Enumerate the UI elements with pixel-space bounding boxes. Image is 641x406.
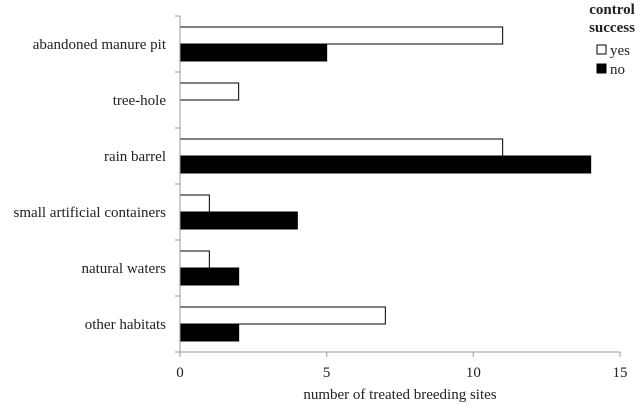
- x-tick-label: 5: [323, 365, 331, 381]
- legend-swatch-no: [596, 63, 607, 74]
- legend-label-yes: yes: [610, 43, 630, 59]
- bar-yes-6: [179, 306, 386, 325]
- category-label: rain barrel: [104, 149, 166, 165]
- bar-no-1: [179, 43, 328, 62]
- legend-title-line: success: [589, 20, 635, 36]
- legend-label-no: no: [610, 62, 625, 78]
- bar-no-4: [179, 211, 298, 230]
- category-label: natural waters: [81, 261, 166, 277]
- bar-yes-5: [179, 250, 210, 269]
- legend: control success yes no: [589, 2, 635, 78]
- bar-yes-3: [179, 138, 504, 157]
- category-label: small artificial containers: [14, 205, 167, 221]
- legend-title-line: control: [589, 2, 635, 18]
- x-tick-label: 10: [466, 365, 481, 381]
- bar-no-6: [179, 323, 240, 342]
- category-label: abandoned manure pit: [33, 37, 167, 53]
- category-label: tree-hole: [113, 93, 167, 109]
- category-label: other habitats: [85, 317, 166, 333]
- plot-area: [179, 26, 592, 342]
- x-tick-label: 0: [176, 365, 184, 381]
- bar-yes-4: [179, 194, 210, 213]
- x-tick-label: 15: [613, 365, 628, 381]
- x-axis-title: number of treated breeding sites: [303, 387, 496, 403]
- legend-swatch-yes: [596, 44, 607, 55]
- bar-no-3: [179, 155, 592, 174]
- bar-yes-1: [179, 26, 504, 45]
- bar-yes-2: [179, 82, 240, 101]
- axes: abandoned manure pit tree-hole rain barrel…: [14, 15, 628, 403]
- bar-no-5: [179, 267, 240, 286]
